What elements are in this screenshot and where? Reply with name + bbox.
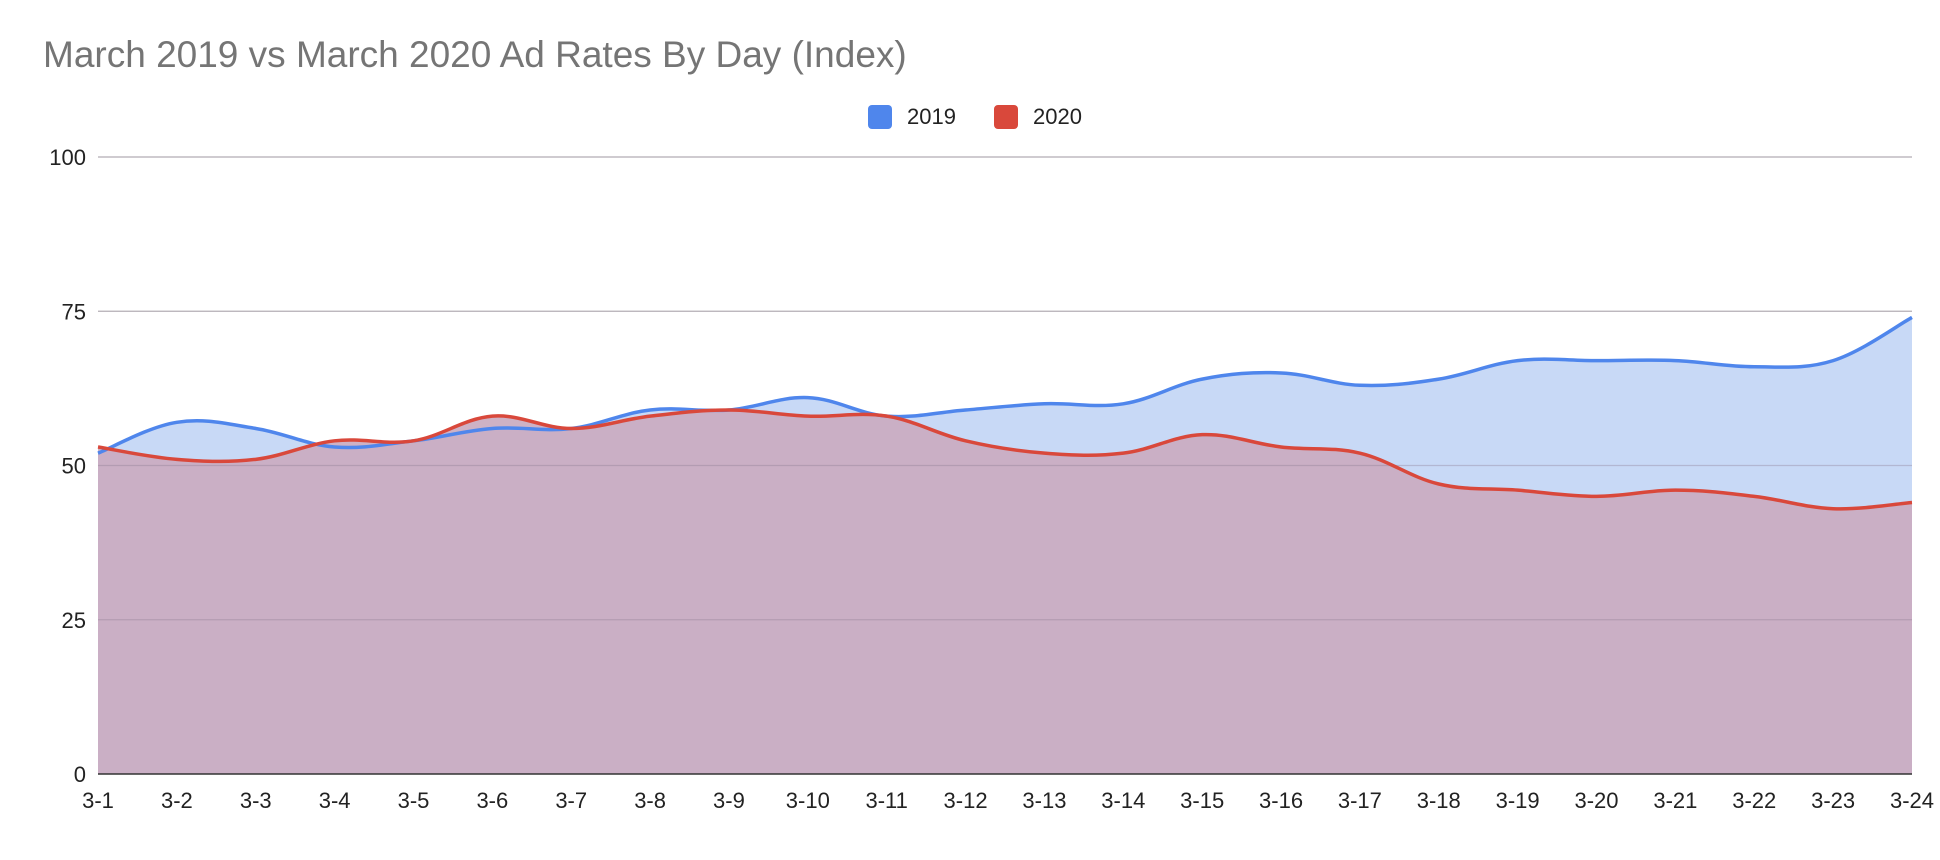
series-lines [97, 315, 1913, 511]
x-tick-label: 3-9 [713, 788, 745, 813]
x-tick-label: 3-21 [1653, 788, 1697, 813]
x-tick-label: 3-23 [1811, 788, 1855, 813]
chart-title: March 2019 vs March 2020 Ad Rates By Day… [43, 34, 907, 75]
x-tick-label: 3-15 [1180, 788, 1224, 813]
x-tick-label: 3-5 [398, 788, 430, 813]
x-tick-label: 3-14 [1101, 788, 1145, 813]
y-tick-label: 0 [74, 762, 86, 787]
x-tick-label: 3-19 [1496, 788, 1540, 813]
legend-swatch-2019 [868, 105, 892, 129]
series-areas [98, 317, 1912, 774]
x-tick-label: 3-20 [1574, 788, 1618, 813]
x-tick-label: 3-13 [1022, 788, 1066, 813]
x-tick-label: 3-7 [555, 788, 587, 813]
x-tick-label: 3-11 [865, 788, 907, 813]
y-tick-label: 75 [62, 299, 86, 324]
x-tick-label: 3-8 [634, 788, 666, 813]
x-tick-label: 3-6 [476, 788, 508, 813]
legend-label-2020: 2020 [1033, 104, 1082, 129]
x-tick-label: 3-17 [1338, 788, 1382, 813]
y-tick-label: 50 [62, 454, 86, 479]
y-tick-label: 100 [49, 145, 86, 170]
x-tick-label: 3-10 [786, 788, 830, 813]
area-2020 [98, 409, 1912, 774]
x-axis-ticks: 3-1 3-2 3-3 3-4 3-5 3-6 3-7 3-8 3-9 3-10 3-11 3-12 3… [82, 788, 1934, 813]
x-tick-label: 3-12 [944, 788, 988, 813]
gridlines-overlay [98, 156, 1912, 621]
legend-swatch-2020 [994, 105, 1018, 129]
legend-label-2019: 2019 [907, 104, 956, 129]
y-tick-label: 25 [62, 608, 86, 633]
x-tick-label: 3-22 [1732, 788, 1776, 813]
x-tick-label: 3-1 [82, 788, 114, 813]
x-tick-label: 3-18 [1417, 788, 1461, 813]
y-axis-ticks: 0 25 50 75 100 [49, 145, 86, 787]
line-2020 [97, 408, 1913, 511]
legend: 2019 2020 [868, 104, 1082, 129]
x-tick-label: 3-2 [161, 788, 193, 813]
x-tick-label: 3-4 [319, 788, 351, 813]
x-tick-label: 3-3 [240, 788, 272, 813]
x-tick-label: 3-16 [1259, 788, 1303, 813]
x-tick-label: 3-24 [1890, 788, 1934, 813]
